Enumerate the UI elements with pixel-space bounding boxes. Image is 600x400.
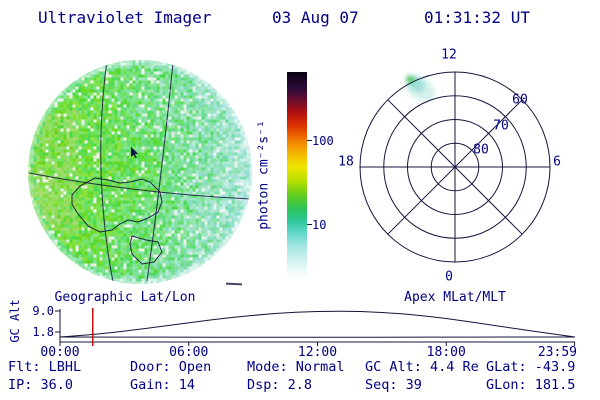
strip-ytick-9: 9.0 <box>32 304 54 318</box>
mlat-ring-label-60: 60 <box>512 92 528 108</box>
status-gc-alt: GC Alt: 4.4 Re <box>365 359 479 375</box>
status-door: Door: Open <box>130 359 212 375</box>
colorbar-tickmark-100 <box>307 140 312 141</box>
mlt-label-6: 6 <box>553 154 561 170</box>
mlat-ring-label-70: 70 <box>493 118 509 134</box>
mlat-ring-label-80: 80 <box>473 142 489 158</box>
status-seq: Seq: 39 <box>365 377 422 393</box>
strip-ytick-1p8: 1.8 <box>32 325 54 339</box>
time-label-0600: 06:00 <box>169 345 209 360</box>
time-label-1200: 12:00 <box>297 345 338 360</box>
status-dsp: Dsp: 2.8 <box>247 377 313 393</box>
colorbar-tick-10: 10 <box>312 218 327 232</box>
disk-caption: Geographic Lat/Lon <box>54 290 196 305</box>
uv-emission-speckles <box>28 60 252 284</box>
apex-polar-plot <box>359 71 551 263</box>
status-gain: Gain: 14 <box>130 377 196 393</box>
time-label-1800: 18:00 <box>426 345 466 360</box>
header-date: 03 Aug 07 <box>272 8 359 27</box>
status-flt: Flt: LBHL <box>8 359 82 375</box>
status-glon: GLon: 181.5 <box>486 377 576 393</box>
aurora-patch <box>404 74 436 102</box>
mlt-label-12: 12 <box>441 47 457 63</box>
colorbar <box>287 72 307 277</box>
cursor-arrow-icon <box>131 147 138 159</box>
colorbar-units-label: photon cm⁻²s⁻¹ <box>256 120 272 230</box>
geographic-grid-lines <box>28 60 252 283</box>
status-ip: IP: 36.0 <box>8 377 74 393</box>
time-label-0000: 00:00 <box>40 345 80 360</box>
status-glat: GLat: -43.9 <box>486 359 576 375</box>
app-title: Ultraviolet Imager <box>38 8 212 27</box>
mlt-label-0: 0 <box>445 269 453 285</box>
colorbar-tickmark-10 <box>307 224 312 225</box>
status-mode: Mode: Normal <box>247 359 345 375</box>
polar-grid-lines <box>359 71 551 263</box>
time-label-2359: 23:59 <box>537 345 577 360</box>
mlt-label-18: 18 <box>338 154 354 170</box>
coastline-outline <box>71 177 163 265</box>
gc-alt-strip-chart <box>55 308 576 346</box>
colorbar-tick-100: 100 <box>312 134 334 148</box>
uv-earth-disk-image <box>28 60 252 284</box>
polar-caption: Apex MLat/MLT <box>404 290 506 305</box>
header-time: 01:31:32 UT <box>424 8 530 27</box>
